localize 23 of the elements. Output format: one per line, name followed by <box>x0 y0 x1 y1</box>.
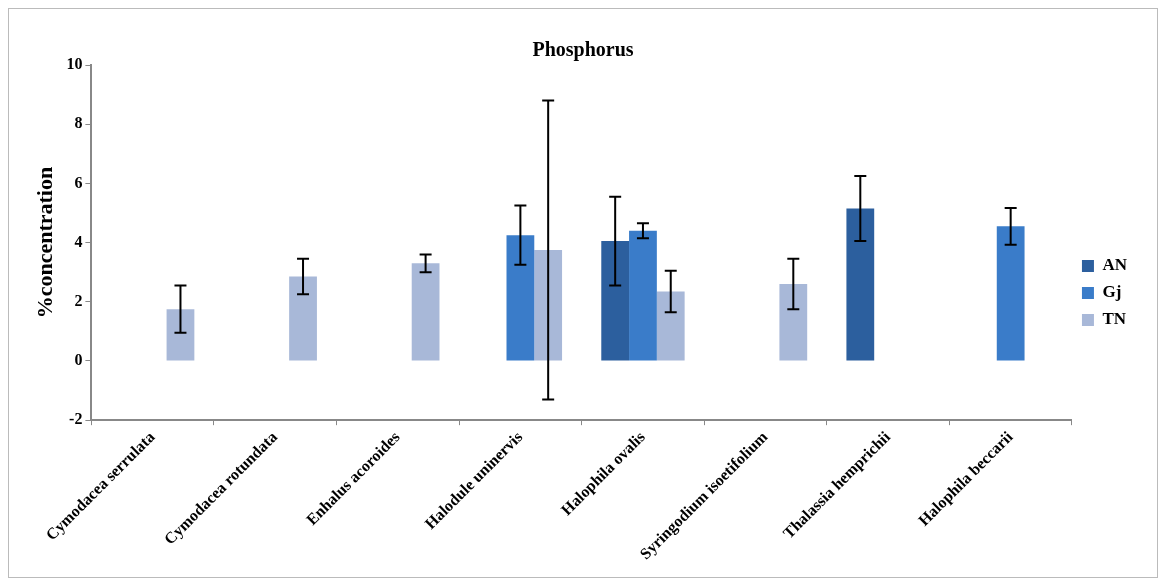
y-tick-label: 2 <box>74 291 83 309</box>
bar <box>534 249 563 361</box>
bar <box>506 235 535 361</box>
bar <box>779 284 808 361</box>
bar <box>601 241 630 361</box>
y-tick-label: 0 <box>74 351 83 369</box>
y-axis-title: %concentration <box>31 166 57 319</box>
bar <box>996 226 1025 361</box>
bar <box>656 291 685 361</box>
y-tick-label: -2 <box>69 410 83 428</box>
y-tick-label: 8 <box>74 114 83 132</box>
bar <box>629 230 657 361</box>
bar <box>411 263 440 361</box>
bar <box>166 309 195 361</box>
legend-label: TN <box>1102 309 1127 329</box>
legend-label: Gj <box>1102 282 1122 302</box>
chart-title: Phosphorus <box>532 38 634 62</box>
bar <box>846 208 875 361</box>
bar <box>289 276 317 361</box>
y-tick-label: 4 <box>74 232 83 250</box>
legend-label: AN <box>1102 255 1128 275</box>
y-tick-label: 6 <box>74 173 83 191</box>
y-tick-label: 10 <box>66 55 83 73</box>
